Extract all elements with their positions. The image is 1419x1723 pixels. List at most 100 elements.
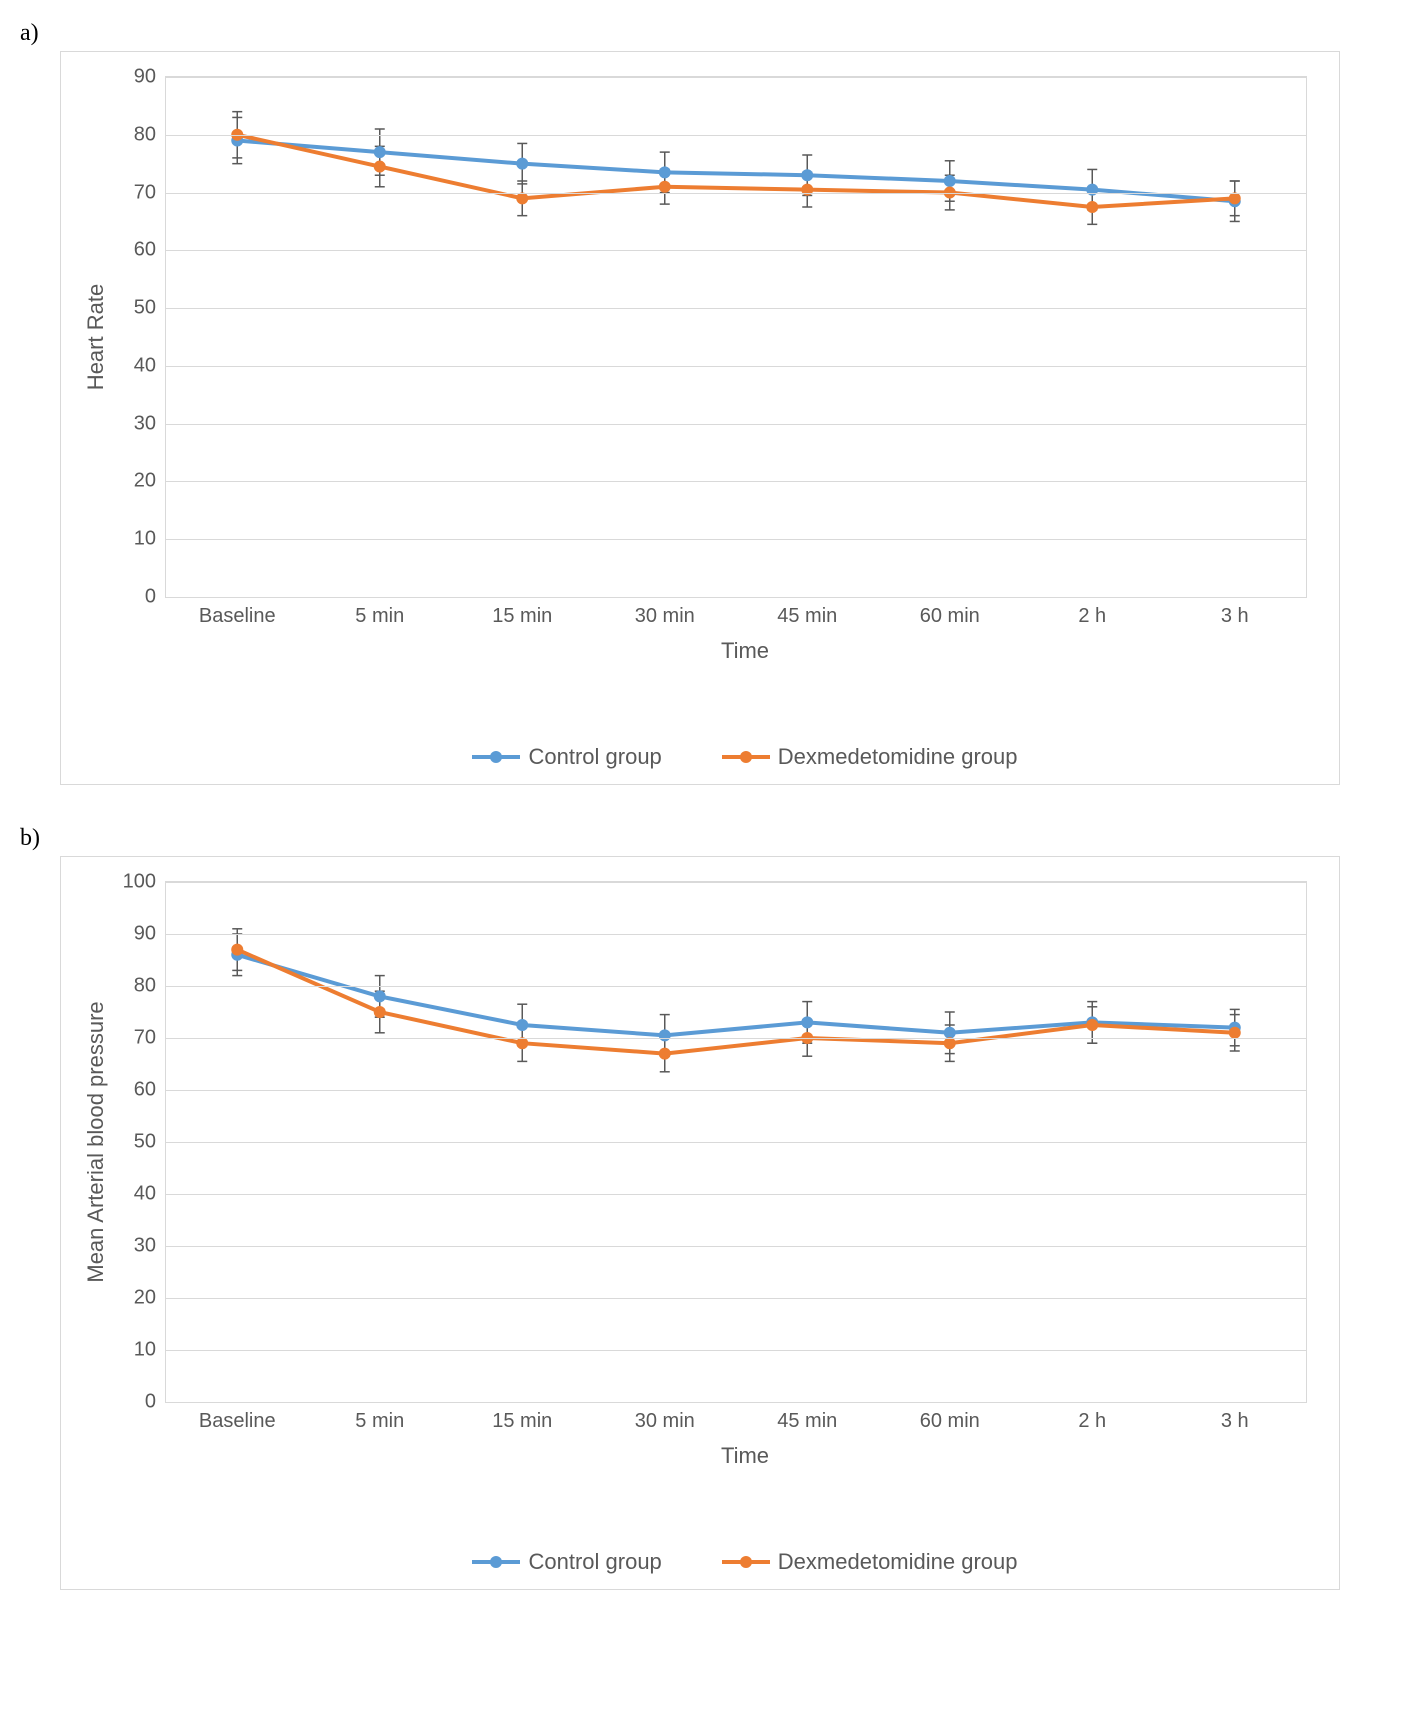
y-tick-label: 90 (134, 923, 166, 946)
chart-b-marker-dex (231, 944, 243, 956)
chart-a-marker-dex (374, 161, 386, 173)
gridline (166, 481, 1306, 482)
chart-b-marker-dex (516, 1037, 528, 1049)
y-tick-label: 40 (134, 1183, 166, 1206)
y-tick-label: 50 (134, 1131, 166, 1154)
legend-swatch (722, 755, 770, 759)
chart-b-marker-control (801, 1016, 813, 1028)
legend-label: Dexmedetomidine group (778, 1549, 1018, 1575)
gridline (166, 250, 1306, 251)
x-tick-label: Baseline (199, 1402, 276, 1433)
y-tick-label: 80 (134, 123, 166, 146)
gridline (166, 882, 1306, 883)
gridline (166, 1194, 1306, 1195)
chart-b-marker-control (374, 990, 386, 1002)
gridline (166, 308, 1306, 309)
y-tick-label: 0 (145, 1391, 166, 1414)
chart-a-marker-dex (1086, 201, 1098, 213)
chart-a-legend: Control group Dexmedetomidine group (165, 744, 1325, 770)
gridline (166, 1298, 1306, 1299)
chart-a-marker-control (516, 158, 528, 170)
x-tick-label: 30 min (635, 597, 695, 628)
chart-b-x-axis-label: Time (165, 1443, 1325, 1469)
x-tick-label: 45 min (777, 597, 837, 628)
gridline (166, 366, 1306, 367)
x-tick-label: 60 min (920, 1402, 980, 1433)
chart-b-line-control (237, 955, 1235, 1036)
gridline (166, 1142, 1306, 1143)
panel-b: b) Mean Arterial blood pressure 0 10 20 30 4… (20, 825, 1399, 1590)
legend-item-dex: Dexmedetomidine group (722, 744, 1018, 770)
chart-a-marker-dex (801, 184, 813, 196)
x-tick-label: 45 min (777, 1402, 837, 1433)
x-tick-label: 5 min (355, 1402, 404, 1433)
y-tick-label: 20 (134, 470, 166, 493)
chart-b-marker-dex (659, 1048, 671, 1060)
gridline (166, 424, 1306, 425)
chart-b-marker-dex (1086, 1019, 1098, 1031)
chart-a-x-axis-label: Time (165, 638, 1325, 664)
chart-a-wrap: Heart Rate 0102030405060708090Baseline5 … (60, 51, 1399, 785)
x-tick-label: 60 min (920, 597, 980, 628)
x-tick-label: 5 min (355, 597, 404, 628)
chart-a-marker-control (1086, 184, 1098, 196)
panel-a-label: a) (20, 20, 1399, 47)
chart-b-marker-dex (1229, 1027, 1241, 1039)
y-tick-label: 70 (134, 181, 166, 204)
gridline (166, 1038, 1306, 1039)
x-tick-label: 2 h (1078, 1402, 1106, 1433)
gridline (166, 1090, 1306, 1091)
y-tick-label: 50 (134, 297, 166, 320)
legend-label: Control group (528, 1549, 661, 1575)
chart-b-y-axis-label: Mean Arterial blood pressure (83, 1001, 109, 1282)
gridline (166, 986, 1306, 987)
chart-a-marker-control (659, 166, 671, 178)
x-tick-label: 15 min (492, 597, 552, 628)
chart-b-marker-control (659, 1029, 671, 1041)
y-tick-label: 60 (134, 239, 166, 262)
y-tick-label: 90 (134, 66, 166, 89)
chart-a-marker-dex (659, 181, 671, 193)
y-tick-label: 30 (134, 1235, 166, 1258)
chart-a-marker-control (801, 169, 813, 181)
legend-label: Dexmedetomidine group (778, 744, 1018, 770)
gridline (166, 77, 1306, 78)
y-tick-label: 40 (134, 354, 166, 377)
x-tick-label: 30 min (635, 1402, 695, 1433)
gridline (166, 193, 1306, 194)
y-tick-label: 80 (134, 975, 166, 998)
legend-item-dex: Dexmedetomidine group (722, 1549, 1018, 1575)
y-tick-label: 60 (134, 1079, 166, 1102)
chart-a-marker-dex (516, 192, 528, 204)
x-tick-label: 2 h (1078, 597, 1106, 628)
gridline (166, 539, 1306, 540)
chart-a-svg (166, 77, 1306, 597)
legend-item-control: Control group (472, 744, 661, 770)
chart-a-marker-control (374, 146, 386, 158)
y-tick-label: 20 (134, 1287, 166, 1310)
chart-a-border: Heart Rate 0102030405060708090Baseline5 … (60, 51, 1340, 785)
chart-b-legend: Control group Dexmedetomidine group (165, 1549, 1325, 1575)
chart-b-marker-dex (944, 1037, 956, 1049)
y-tick-label: 10 (134, 1339, 166, 1362)
gridline (166, 1246, 1306, 1247)
chart-a-plot: Heart Rate 0102030405060708090Baseline5 … (165, 76, 1307, 598)
panel-a: a) Heart Rate 0102030405060708090Baselin… (20, 20, 1399, 785)
chart-b-wrap: Mean Arterial blood pressure 0 10 20 30 40 50… (60, 856, 1399, 1590)
chart-b-marker-control (516, 1019, 528, 1031)
legend-item-control: Control group (472, 1549, 661, 1575)
panel-b-label: b) (20, 825, 1399, 852)
gridline (166, 1350, 1306, 1351)
chart-a-marker-control (944, 175, 956, 187)
legend-swatch (472, 1560, 520, 1564)
chart-a-line-dex (237, 135, 1235, 207)
gridline (166, 135, 1306, 136)
chart-b-marker-control (944, 1027, 956, 1039)
chart-b-border: Mean Arterial blood pressure 0 10 20 30 40 50… (60, 856, 1340, 1590)
chart-a-marker-dex (1229, 192, 1241, 204)
y-tick-label: 0 (145, 586, 166, 609)
y-tick-label: 100 (123, 871, 166, 894)
x-tick-label: 15 min (492, 1402, 552, 1433)
y-tick-label: 70 (134, 1027, 166, 1050)
chart-b-plot: Mean Arterial blood pressure 01020304050… (165, 881, 1307, 1403)
